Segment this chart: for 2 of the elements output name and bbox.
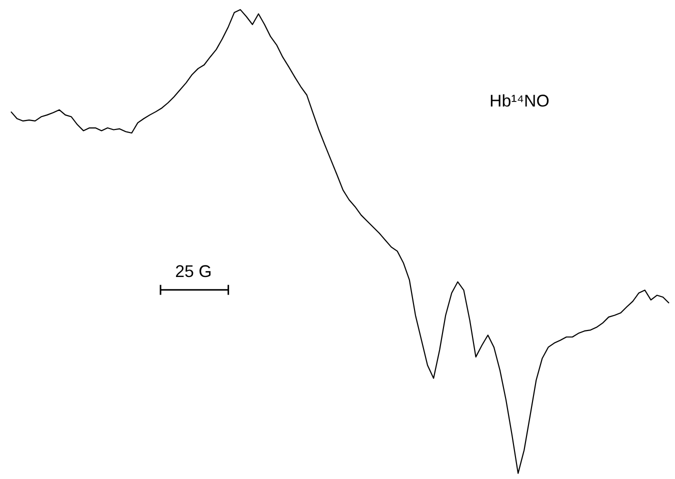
annotation: 25 G xyxy=(175,262,212,281)
annotation: Hb¹⁴NO xyxy=(489,91,550,110)
